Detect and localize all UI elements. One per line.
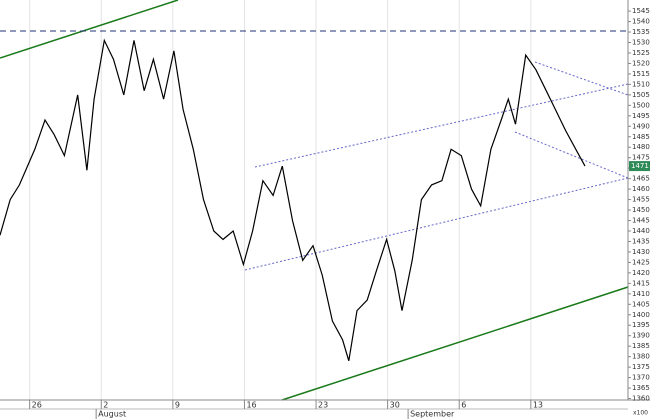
x-tick-label: 30 [390,401,400,410]
trend-line [281,286,629,401]
y-tick-label: 1535 [632,28,650,36]
y-tick-label: 1450 [632,206,650,214]
trend-line [0,0,179,59]
y-tick-label: 1360 [632,395,650,403]
y-tick-label: 1445 [632,217,650,225]
x-tick-label: 16 [246,401,256,410]
x-tick-label: 13 [533,401,543,410]
x-tick-label: 9 [175,401,180,410]
y-tick-label: 1385 [632,342,650,350]
y-tick-label: 1390 [632,332,650,340]
x-tick-label: 26 [32,401,42,410]
y-tick-label: 1495 [632,112,650,120]
y-tick-label: 1375 [632,363,650,371]
y-tick-label: 1425 [632,258,650,266]
channel-line [514,131,629,179]
y-tick-label: 1540 [632,18,650,26]
y-tick-label: 1465 [632,175,650,183]
x-tick-label: 2 [103,401,108,410]
y-tick-label: 1410 [632,290,650,298]
y-tick-label: 1440 [632,227,650,235]
plot-area [0,0,628,400]
y-tick-label: 1515 [632,70,650,78]
y-tick-label: 1415 [632,279,650,287]
y-tick-label: 1520 [632,59,650,67]
scale-note: x100 [633,410,648,417]
y-tick-label: 1460 [632,185,650,193]
y-tick-label: 1525 [632,49,650,57]
y-tick-label: 1400 [632,311,650,319]
y-tick-label: 1420 [632,269,650,277]
month-label: August [98,410,126,419]
y-tick-label: 1455 [632,196,650,204]
x-tick-label: 6 [461,401,466,410]
y-tick-label: 1430 [632,248,650,256]
x-tick-label: 23 [318,401,328,410]
y-tick-label: 1480 [632,143,650,151]
y-tick-label: 1545 [632,7,650,15]
month-label: September [410,410,455,419]
y-tick-label: 1395 [632,321,650,329]
y-tick-label: 1435 [632,237,650,245]
y-tick-label: 1500 [632,101,650,109]
channel-line [534,61,629,96]
y-tick-label: 1475 [632,154,650,162]
y-tick-label: 1505 [632,91,650,99]
y-tick-label: 1405 [632,300,650,308]
last-price-label: 1471 [631,162,649,170]
y-tick-label: 1530 [632,39,650,47]
y-tick-label: 1490 [632,122,650,130]
channel-line [244,177,629,271]
y-tick-label: 1370 [632,374,650,382]
y-tick-label: 1485 [632,133,650,141]
y-tick-label: 1365 [632,384,650,392]
y-tick-label: 1380 [632,353,650,361]
y-tick-label: 1510 [632,80,650,88]
last-price-box [629,161,650,172]
price-line [0,38,586,361]
